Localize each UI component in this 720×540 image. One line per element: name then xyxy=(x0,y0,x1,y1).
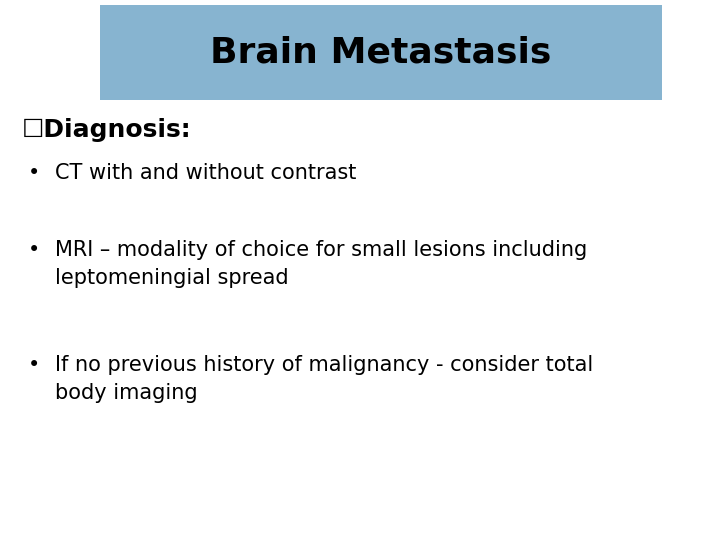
Text: CT with and without contrast: CT with and without contrast xyxy=(55,163,356,183)
FancyBboxPatch shape xyxy=(100,5,662,100)
Text: ☐Diagnosis:: ☐Diagnosis: xyxy=(22,118,192,142)
Text: •: • xyxy=(28,355,40,375)
Text: If no previous history of malignancy - consider total
body imaging: If no previous history of malignancy - c… xyxy=(55,355,593,403)
Text: Brain Metastasis: Brain Metastasis xyxy=(210,36,552,70)
Text: •: • xyxy=(28,163,40,183)
Text: •: • xyxy=(28,240,40,260)
Text: MRI – modality of choice for small lesions including
leptomeningial spread: MRI – modality of choice for small lesio… xyxy=(55,240,588,288)
